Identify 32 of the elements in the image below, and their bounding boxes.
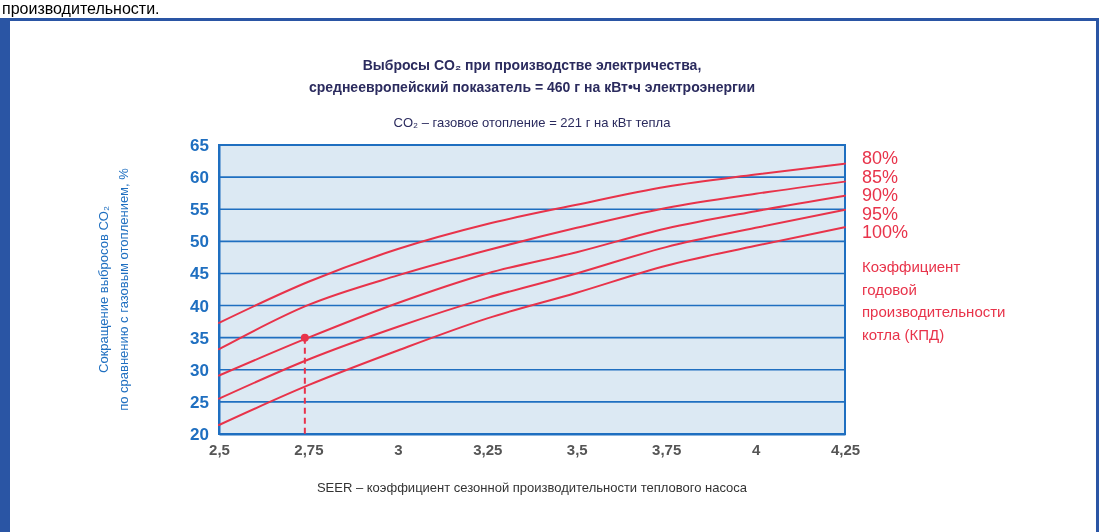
y-tick-label: 55 xyxy=(190,200,209,220)
y-tick-label: 20 xyxy=(190,424,209,444)
x-tick-label: 3,25 xyxy=(473,440,503,458)
x-tick-label: 3 xyxy=(394,440,403,458)
series-label: 95% xyxy=(862,203,899,224)
x-tick-label: 4 xyxy=(751,440,761,458)
line-series xyxy=(218,194,846,377)
x-tick-label: 4,25 xyxy=(830,440,861,458)
line-series xyxy=(218,162,846,324)
y-axis-title: Сокращение выбросов CO₂ по сравнению с газовым отоплением, % xyxy=(96,167,131,411)
x-tick-label: 2,75 xyxy=(294,440,324,458)
y-tick-label: 40 xyxy=(190,296,209,316)
y-tick-label: 35 xyxy=(190,328,209,348)
chart-subtitle: CO₂ – газовое отопление = 221 г на кВт тепла xyxy=(393,115,672,130)
x-tick-label: 3,5 xyxy=(566,440,588,458)
chart-title: Выбросы CO₂ при производстве электричества, среднеевропейский показатель = 460 г на кВт•ч электроэнергии xyxy=(308,57,756,95)
y-tick-label: 30 xyxy=(190,360,209,380)
line-series xyxy=(218,180,846,351)
series-label: 85% xyxy=(862,166,899,187)
y-tick-label: 25 xyxy=(190,392,209,412)
y-tick-label: 60 xyxy=(190,168,209,188)
x-tick-label: 3,75 xyxy=(652,440,682,458)
y-tick-label: 45 xyxy=(190,264,209,284)
text: производительности. xyxy=(2,0,160,17)
series-label: 90% xyxy=(862,185,899,205)
x-axis-title: SEER – коэффициент сезонной производительности теплового насоса xyxy=(316,480,748,495)
legend-title: Коэффициент годовой производительности котла (КПД) xyxy=(862,258,1006,343)
series-label: 80% xyxy=(862,148,899,168)
y-tick-label: 50 xyxy=(190,232,209,252)
series-label: 100% xyxy=(862,222,909,242)
y-tick-label: 65 xyxy=(190,135,209,155)
x-tick-label: 2,5 xyxy=(209,440,230,458)
